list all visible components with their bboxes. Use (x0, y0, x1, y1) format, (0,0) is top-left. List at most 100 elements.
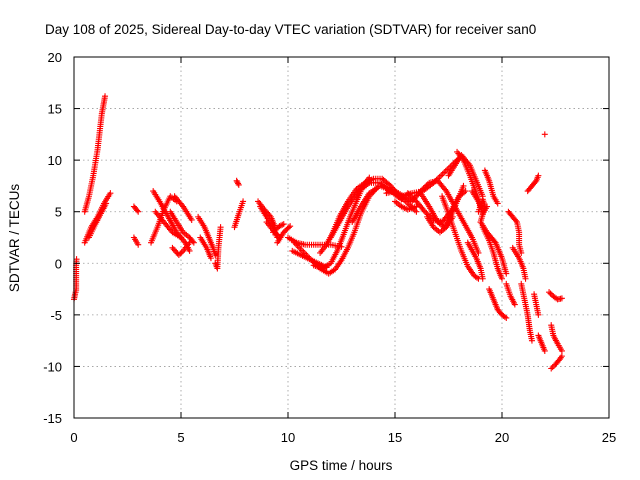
data-points (71, 93, 565, 372)
chart-title: Day 108 of 2025, Sidereal Day-to-day VTE… (45, 22, 536, 37)
data-point (277, 222, 284, 229)
data-point (280, 221, 287, 228)
x-tick-label: 15 (388, 430, 402, 445)
data-point (178, 234, 184, 241)
y-tick-label: -15 (43, 411, 62, 426)
data-point (102, 93, 109, 100)
data-point (547, 290, 554, 297)
data-point (233, 177, 240, 184)
data-point (235, 180, 242, 187)
data-point (207, 255, 214, 262)
data-point (512, 217, 519, 224)
x-axis-label: GPS time / hours (290, 458, 393, 473)
data-point (135, 208, 142, 215)
x-tick-label: 20 (495, 430, 509, 445)
data-point (494, 200, 501, 207)
data-point (535, 311, 542, 318)
data-point (474, 274, 481, 281)
y-tick-label: 5 (55, 205, 62, 220)
data-point (188, 216, 195, 223)
data-point (442, 168, 449, 175)
data-point (279, 221, 286, 228)
y-tick-label: 0 (55, 256, 62, 271)
data-point (172, 247, 179, 254)
data-point (441, 169, 448, 176)
data-point (449, 213, 456, 220)
data-point (423, 182, 430, 189)
data-point (546, 289, 553, 296)
data-point (240, 198, 247, 205)
data-point (548, 365, 555, 372)
data-point (421, 208, 428, 215)
data-point (406, 191, 413, 198)
x-tick-label: 0 (70, 430, 77, 445)
data-point (175, 252, 182, 259)
data-point (549, 364, 556, 371)
data-point (462, 188, 469, 195)
data-point (421, 183, 428, 190)
data-point (276, 223, 283, 230)
data-point (501, 313, 508, 320)
data-point (212, 252, 219, 259)
data-point (413, 208, 420, 215)
data-point (528, 337, 535, 344)
data-point (503, 314, 510, 321)
data-point (503, 270, 510, 277)
data-point (558, 353, 565, 360)
data-point (439, 170, 446, 177)
data-point (177, 250, 184, 257)
y-tick-label: -10 (43, 359, 62, 374)
data-point (235, 181, 242, 188)
data-point (484, 203, 491, 210)
data-point (135, 241, 142, 248)
data-point (541, 131, 548, 138)
data-point (298, 247, 305, 254)
x-tick-label: 10 (281, 430, 295, 445)
data-point (134, 207, 141, 214)
data-point (479, 275, 486, 282)
data-point (541, 347, 548, 354)
data-point (173, 249, 180, 256)
data-point (103, 200, 110, 207)
data-point (518, 249, 525, 256)
data-point (438, 172, 445, 179)
data-point (532, 179, 539, 186)
data-point (297, 245, 304, 252)
data-point (522, 275, 529, 282)
y-tick-label: 10 (48, 153, 62, 168)
data-point (423, 210, 430, 217)
y-tick-label: -5 (50, 308, 62, 323)
data-point (273, 231, 280, 238)
data-point (107, 190, 114, 197)
data-point (186, 239, 193, 246)
data-point (178, 249, 185, 256)
data-point (404, 190, 411, 197)
data-point (499, 275, 505, 282)
data-point (186, 247, 193, 254)
data-point (419, 186, 426, 193)
y-tick-label: 20 (48, 50, 62, 65)
data-point (234, 179, 241, 186)
plot-frame (73, 56, 610, 419)
data-point (189, 238, 196, 245)
data-point (511, 301, 518, 308)
data-point (460, 182, 467, 189)
data-point (558, 347, 565, 354)
data-point (535, 172, 542, 179)
data-point (217, 224, 224, 231)
x-tick-label: 25 (602, 430, 616, 445)
data-point (285, 224, 292, 231)
y-tick-label: 15 (48, 102, 62, 117)
data-point (287, 223, 294, 230)
data-point (170, 246, 177, 253)
axis-ticks: 0 5 10 15 20 25 -15 -10 -5 0 5 10 15 20 (43, 50, 616, 445)
x-tick-label: 5 (177, 430, 184, 445)
data-point (558, 295, 565, 302)
data-point (73, 256, 80, 263)
data-point (407, 192, 414, 199)
data-point (424, 181, 431, 188)
y-axis-label: SDTVAR / TECUs (7, 184, 22, 293)
data-point (491, 238, 498, 245)
data-point (420, 185, 427, 192)
